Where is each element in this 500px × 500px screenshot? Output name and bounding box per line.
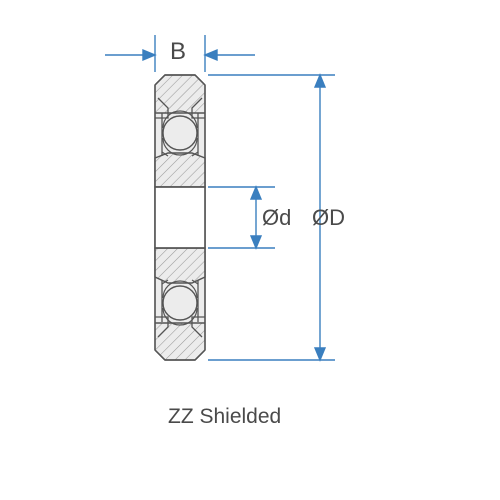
caption: ZZ Shielded xyxy=(168,405,281,429)
label-B: B xyxy=(170,38,186,66)
label-d: Ød xyxy=(262,205,291,231)
ball-top xyxy=(163,116,197,150)
diagram-canvas: B Ød ØD ZZ Shielded xyxy=(0,0,500,500)
ball-bottom xyxy=(163,286,197,320)
bearing-body xyxy=(155,75,205,360)
label-D: ØD xyxy=(312,205,345,231)
